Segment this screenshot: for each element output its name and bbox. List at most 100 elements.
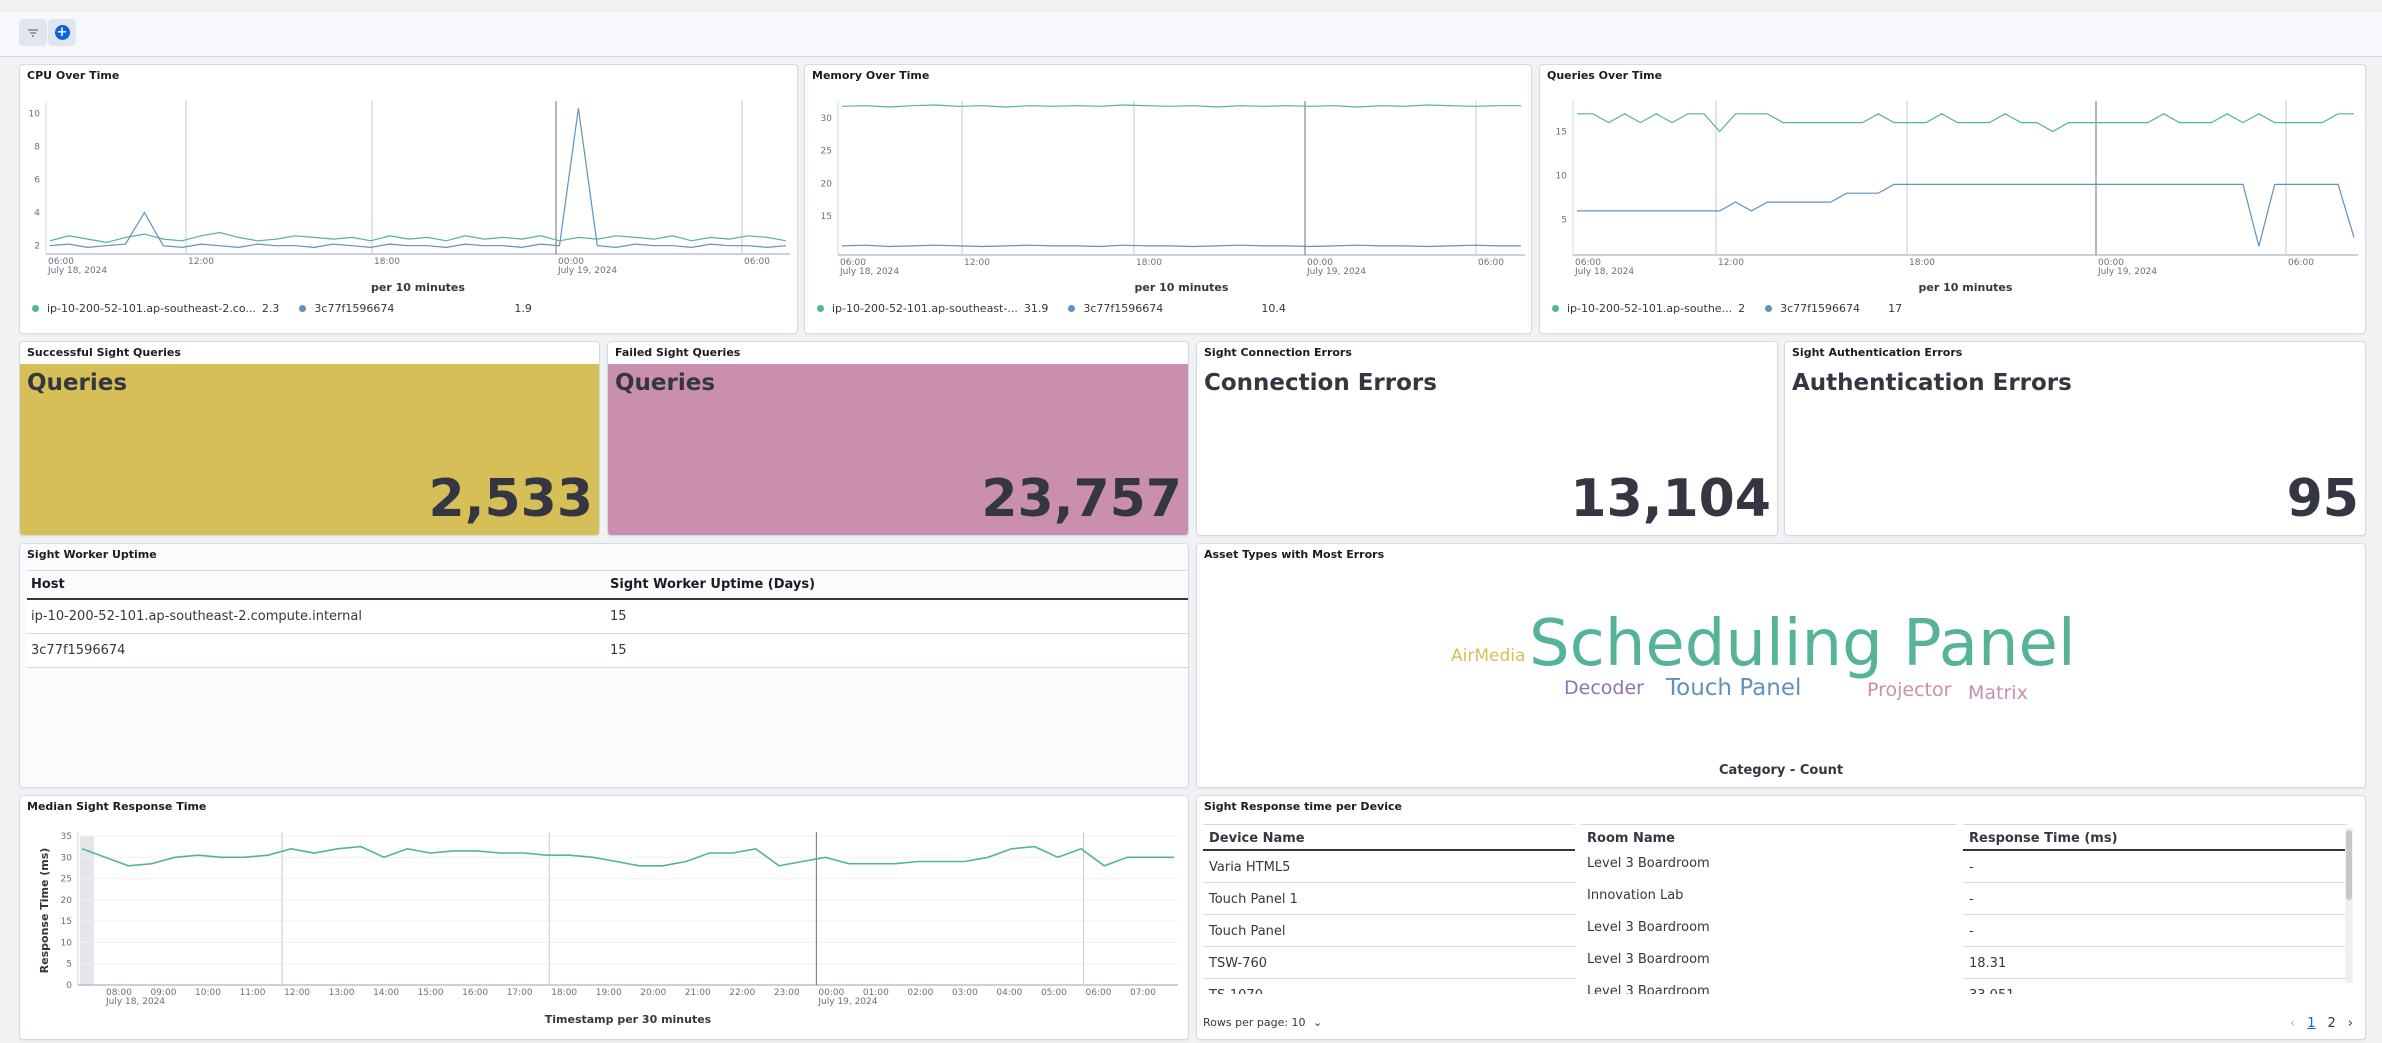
x-tick-label: 05:00 (1041, 988, 1067, 998)
table-cell: Varia HTML5 (1203, 851, 1575, 883)
legend-dot (299, 305, 307, 312)
word-scheduling-panel[interactable]: Scheduling Panel (1529, 607, 2076, 681)
metric-value: 23,757 (981, 469, 1182, 529)
legend-value: 1.9 (514, 302, 532, 315)
x-tick-label: 12:00 (1718, 258, 1744, 268)
panel-title: Failed Sight Queries (615, 346, 741, 359)
metric-label: Queries (27, 370, 128, 396)
y-tick-label: 2 (34, 242, 40, 252)
column-header-response[interactable]: Response Time (ms) (1963, 824, 2347, 851)
series-line (81, 845, 1174, 867)
device-table: Device Name Varia HTML5 Touch Panel 1 To… (1203, 824, 2347, 994)
worker-uptime-panel: Sight Worker Uptime Host Sight Worker Up… (19, 543, 1189, 788)
x-tick-label: 01:00 (863, 988, 889, 998)
x-tick-label: 06:00 (1085, 988, 1111, 998)
table-cell: Touch Panel (1203, 915, 1575, 947)
y-tick-label: 35 (61, 832, 72, 842)
filter-button[interactable] (19, 19, 47, 46)
next-page-icon[interactable]: › (2347, 1016, 2353, 1031)
failed-queries-metric: Failed Sight Queries Queries 23,757 (607, 341, 1189, 536)
x-tick-label: 18:00 (1136, 258, 1162, 268)
table-cell: 3c77f1596674 (27, 633, 606, 668)
table-cell: TS-1070 (1203, 979, 1575, 994)
word-decoder[interactable]: Decoder (1564, 677, 1644, 699)
word-touch-panel[interactable]: Touch Panel (1666, 675, 1802, 701)
x-tick-label: 11:00 (240, 988, 266, 998)
column-header-room[interactable]: Room Name (1581, 824, 1957, 851)
word-projector[interactable]: Projector (1867, 679, 1952, 701)
metric-label: Authentication Errors (1792, 370, 2072, 396)
y-tick-label: 15 (1556, 127, 1567, 137)
column-header-uptime[interactable]: Sight Worker Uptime (Days) (606, 570, 1188, 600)
series-line (49, 231, 787, 244)
panel-title: Median Sight Response Time (27, 800, 207, 813)
dashboard-toolbar: + (0, 12, 2382, 57)
word-airmedia[interactable]: AirMedia (1451, 646, 1526, 666)
prev-page-icon[interactable]: ‹ (2290, 1016, 2296, 1031)
queries-over-time-panel: Queries Over Time 5 10 15 06:00 July 18, 202… (1539, 64, 2366, 334)
scrollbar-thumb[interactable] (2346, 830, 2352, 900)
x-tick-label: 06:00 (1575, 258, 1601, 268)
metric-label: Connection Errors (1204, 370, 1437, 396)
table-row: 3c77f1596674 15 (27, 633, 1188, 668)
plus-circle-icon: + (54, 25, 70, 40)
legend-dot (32, 305, 39, 312)
word-matrix[interactable]: Matrix (1968, 682, 2028, 704)
rows-per-page-control[interactable]: Rows per page: 10 ⌄ (1203, 1016, 1322, 1029)
median-response-panel: Median Sight Response Time 0 5 10 15 20 25 30 3… (19, 795, 1189, 1040)
panel-title: Sight Connection Errors (1204, 346, 1352, 359)
series-line (1577, 183, 2355, 247)
y-tick-label: 20 (61, 896, 73, 906)
y-tick-label: 25 (61, 875, 72, 885)
x-tick-label: 06:00 (2288, 258, 2314, 268)
authentication-errors-metric: Sight Authentication Errors Authenticati… (1784, 341, 2366, 536)
x-tick-label: 04:00 (996, 988, 1022, 998)
response-time-column: Response Time (ms) - - - 18.31 33.051 (1963, 824, 2347, 994)
x-axis-label: per 10 minutes (1135, 281, 1229, 294)
cpu-over-time-panel: CPU Over Time 2 4 6 8 10 06:00 July 18, 2024 12… (19, 64, 798, 334)
panel-title: Sight Worker Uptime (27, 548, 157, 561)
room-name-column: Room Name Level 3 Boardroom Innovation L… (1581, 824, 1957, 994)
metric-label: Queries (615, 370, 716, 396)
series-line (49, 108, 787, 249)
column-header-host[interactable]: Host (27, 570, 606, 600)
x-tick-label: 06:00 (744, 257, 770, 267)
legend-name[interactable]: ip-10-200-52-101.ap-southe... (1567, 302, 1733, 315)
y-tick-label: 30 (61, 853, 73, 863)
x-tick-label: 00:00 (558, 257, 584, 267)
legend-name[interactable]: ip-10-200-52-101.ap-southeast-... (832, 302, 1018, 315)
x-tick-label: 00:00 (1307, 258, 1333, 268)
panel-title: Sight Response time per Device (1204, 800, 1402, 813)
add-panel-button[interactable]: + (48, 19, 76, 46)
legend-dot (817, 305, 824, 312)
pagination: ‹ 1 2 › (2290, 1016, 2353, 1031)
table-header-row: Host Sight Worker Uptime (Days) (27, 570, 1188, 600)
chevron-down-icon: ⌄ (1313, 1016, 1323, 1029)
table-cell: 15 (606, 633, 1188, 668)
legend-name[interactable]: 3c77f1596674 (1083, 302, 1164, 315)
legend-name[interactable]: 3c77f1596674 (314, 302, 395, 315)
legend-name[interactable]: 3c77f1596674 (1780, 302, 1860, 315)
uptime-table: Host Sight Worker Uptime (Days) ip-10-20… (27, 570, 1188, 668)
column-header-device[interactable]: Device Name (1203, 824, 1575, 851)
filter-icon (28, 28, 38, 37)
table-cell: Level 3 Boardroom (1587, 856, 1710, 871)
series-line (841, 104, 1521, 108)
table-scrollbar[interactable] (2345, 828, 2353, 983)
connection-errors-metric: Sight Connection Errors Connection Error… (1196, 341, 1778, 536)
x-tick-label: 09:00 (151, 988, 177, 998)
metric-value: 95 (2286, 469, 2359, 529)
panel-title: Successful Sight Queries (27, 346, 181, 359)
legend-value: 31.9 (1023, 302, 1049, 315)
page-2-button[interactable]: 2 (2327, 1016, 2336, 1031)
series-line (841, 244, 1521, 248)
x-tick-label: 13:00 (329, 988, 355, 998)
x-tick-label: 22:00 (729, 988, 755, 998)
x-tick-label: 00:00 (2098, 258, 2124, 268)
page-1-button[interactable]: 1 (2307, 1016, 2316, 1031)
legend-name[interactable]: ip-10-200-52-101.ap-southeast-2.co... (47, 302, 256, 315)
